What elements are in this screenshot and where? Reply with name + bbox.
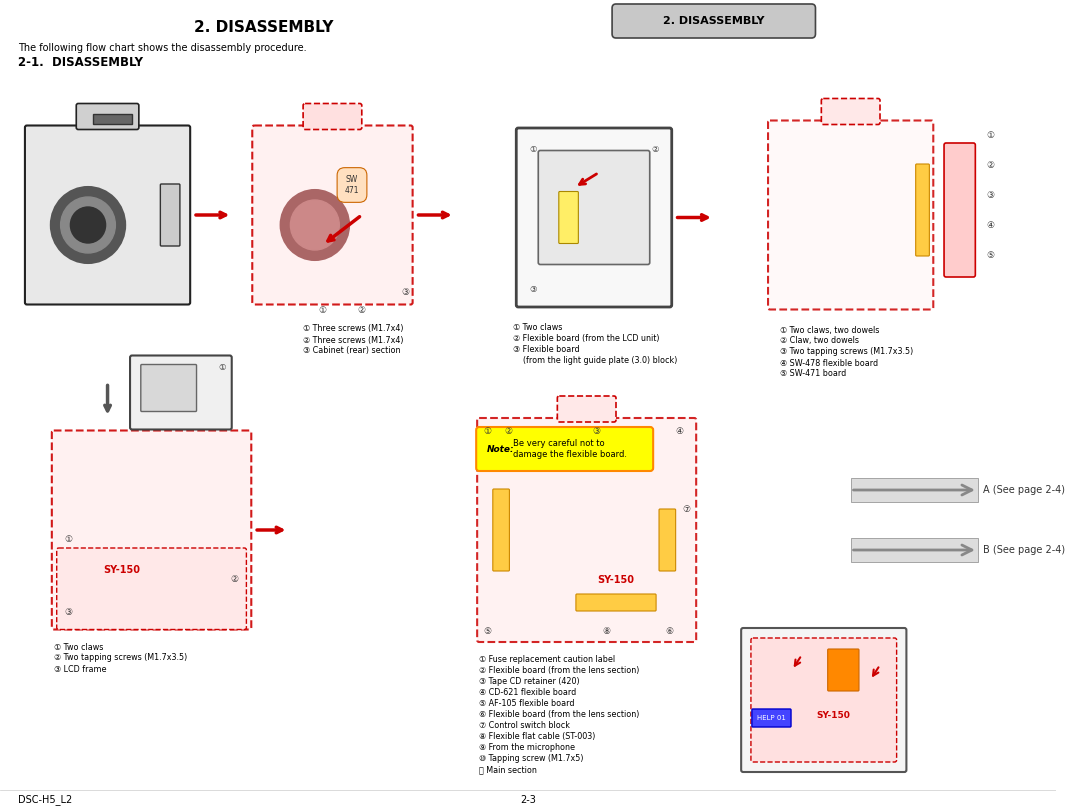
- FancyBboxPatch shape: [57, 548, 246, 629]
- Circle shape: [291, 200, 339, 250]
- FancyBboxPatch shape: [741, 628, 906, 772]
- Text: ④: ④: [675, 427, 684, 436]
- Text: SY-150: SY-150: [597, 575, 635, 585]
- Text: ①: ①: [483, 427, 491, 436]
- Text: ① Three screws (M1.7x4): ① Three screws (M1.7x4): [303, 324, 404, 333]
- Text: ③: ③: [65, 608, 72, 617]
- FancyBboxPatch shape: [752, 709, 791, 727]
- FancyBboxPatch shape: [476, 427, 653, 471]
- Text: ①: ①: [529, 145, 537, 155]
- Text: SY-150: SY-150: [816, 710, 850, 719]
- Text: ①: ①: [319, 306, 327, 315]
- Text: B (See page 2-4): B (See page 2-4): [983, 545, 1065, 555]
- Text: ②: ②: [231, 576, 239, 585]
- Text: ⑦: ⑦: [683, 505, 690, 514]
- Bar: [93, 114, 132, 123]
- FancyBboxPatch shape: [516, 128, 672, 307]
- Text: ③ Cabinet (rear) section: ③ Cabinet (rear) section: [303, 346, 401, 355]
- Bar: [851, 478, 977, 502]
- FancyBboxPatch shape: [827, 649, 859, 691]
- FancyBboxPatch shape: [557, 396, 616, 422]
- Text: ⑤ AF-105 flexible board: ⑤ AF-105 flexible board: [480, 699, 575, 708]
- FancyBboxPatch shape: [253, 126, 413, 304]
- Text: ③: ③: [402, 288, 409, 297]
- Text: ⑥: ⑥: [665, 628, 674, 637]
- Text: 2-1.  DISASSEMBLY: 2-1. DISASSEMBLY: [17, 55, 143, 68]
- Text: ③: ③: [529, 285, 537, 294]
- FancyBboxPatch shape: [130, 355, 232, 430]
- Text: ⑧: ⑧: [603, 628, 610, 637]
- FancyBboxPatch shape: [751, 638, 896, 762]
- Text: ④: ④: [986, 221, 994, 230]
- Text: ① Two claws: ① Two claws: [513, 323, 563, 332]
- Text: ③ LCD frame: ③ LCD frame: [54, 664, 106, 673]
- Text: ⑧ Flexible flat cable (ST-003): ⑧ Flexible flat cable (ST-003): [480, 732, 595, 741]
- FancyBboxPatch shape: [492, 489, 510, 571]
- Text: Be very careful not to
damage the flexible board.: Be very careful not to damage the flexib…: [513, 440, 627, 459]
- FancyBboxPatch shape: [821, 98, 880, 125]
- FancyBboxPatch shape: [659, 509, 676, 571]
- Text: ⑤: ⑤: [483, 628, 491, 637]
- Text: 2. DISASSEMBLY: 2. DISASSEMBLY: [194, 20, 334, 36]
- Text: 2. DISASSEMBLY: 2. DISASSEMBLY: [663, 16, 765, 26]
- Text: ⑥ Flexible board (from the lens section): ⑥ Flexible board (from the lens section): [480, 710, 639, 719]
- Text: The following flow chart shows the disassembly procedure.: The following flow chart shows the disas…: [17, 43, 307, 53]
- Text: ⑤ SW-471 board: ⑤ SW-471 board: [780, 370, 846, 379]
- FancyBboxPatch shape: [916, 164, 930, 256]
- FancyBboxPatch shape: [538, 151, 650, 264]
- Text: ①: ①: [65, 535, 72, 544]
- Text: SW
471: SW 471: [345, 175, 360, 195]
- FancyBboxPatch shape: [140, 364, 197, 411]
- Text: ② Flexible board (from the lens section): ② Flexible board (from the lens section): [480, 666, 639, 675]
- Circle shape: [60, 197, 116, 253]
- Text: ④ SW-478 flexible board: ④ SW-478 flexible board: [780, 358, 878, 367]
- Text: ①: ①: [986, 131, 994, 139]
- Text: Note:: Note:: [487, 444, 514, 453]
- FancyBboxPatch shape: [160, 184, 180, 246]
- Text: ⑨ From the microphone: ⑨ From the microphone: [480, 743, 576, 752]
- Text: SY-150: SY-150: [104, 565, 140, 575]
- Text: ⑪ Main section: ⑪ Main section: [480, 765, 537, 774]
- Text: ②: ②: [357, 306, 366, 315]
- Text: ②: ②: [986, 161, 994, 169]
- Text: ⑦ Control switch block: ⑦ Control switch block: [480, 721, 570, 730]
- Text: ③ Two tapping screws (M1.7x3.5): ③ Two tapping screws (M1.7x3.5): [780, 347, 913, 357]
- Text: (from the light guide plate (3.0) block): (from the light guide plate (3.0) block): [513, 356, 678, 365]
- Text: A (See page 2-4): A (See page 2-4): [983, 485, 1065, 495]
- Text: ③ Tape CD retainer (420): ③ Tape CD retainer (420): [480, 677, 580, 686]
- Bar: [851, 538, 977, 562]
- Text: ③: ③: [986, 191, 994, 200]
- Text: ② Claw, two dowels: ② Claw, two dowels: [780, 337, 859, 345]
- FancyBboxPatch shape: [25, 126, 190, 304]
- Text: ④ CD-621 flexible board: ④ CD-621 flexible board: [480, 688, 577, 697]
- Text: ② Two tapping screws (M1.7x3.5): ② Two tapping screws (M1.7x3.5): [54, 654, 187, 663]
- Circle shape: [70, 207, 106, 243]
- Text: ① Fuse replacement caution label: ① Fuse replacement caution label: [480, 655, 616, 664]
- FancyBboxPatch shape: [477, 418, 697, 642]
- FancyBboxPatch shape: [558, 191, 579, 243]
- Text: ⑩ Tapping screw (M1.7x5): ⑩ Tapping screw (M1.7x5): [480, 754, 583, 763]
- Text: ② Three screws (M1.7x4): ② Three screws (M1.7x4): [303, 336, 404, 345]
- Text: ① Two claws, two dowels: ① Two claws, two dowels: [780, 325, 879, 334]
- Text: ②: ②: [504, 427, 513, 436]
- Text: 2-3: 2-3: [521, 795, 536, 805]
- FancyBboxPatch shape: [303, 104, 362, 130]
- Text: ②: ②: [651, 145, 659, 155]
- Text: ② Flexible board (from the LCD unit): ② Flexible board (from the LCD unit): [513, 334, 660, 343]
- FancyBboxPatch shape: [768, 121, 933, 310]
- Text: ①: ①: [218, 363, 226, 372]
- Text: HELP 01: HELP 01: [757, 715, 786, 721]
- Text: DSC-H5_L2: DSC-H5_L2: [17, 795, 72, 805]
- FancyBboxPatch shape: [576, 594, 656, 611]
- Text: ③: ③: [593, 427, 600, 436]
- Circle shape: [281, 190, 349, 260]
- FancyBboxPatch shape: [612, 4, 815, 38]
- Circle shape: [51, 187, 125, 263]
- Text: ③ Flexible board: ③ Flexible board: [513, 345, 580, 354]
- Text: ⑤: ⑤: [986, 251, 994, 260]
- FancyBboxPatch shape: [52, 431, 252, 629]
- FancyBboxPatch shape: [77, 104, 139, 130]
- Text: ① Two claws: ① Two claws: [54, 642, 104, 651]
- FancyBboxPatch shape: [944, 143, 975, 277]
